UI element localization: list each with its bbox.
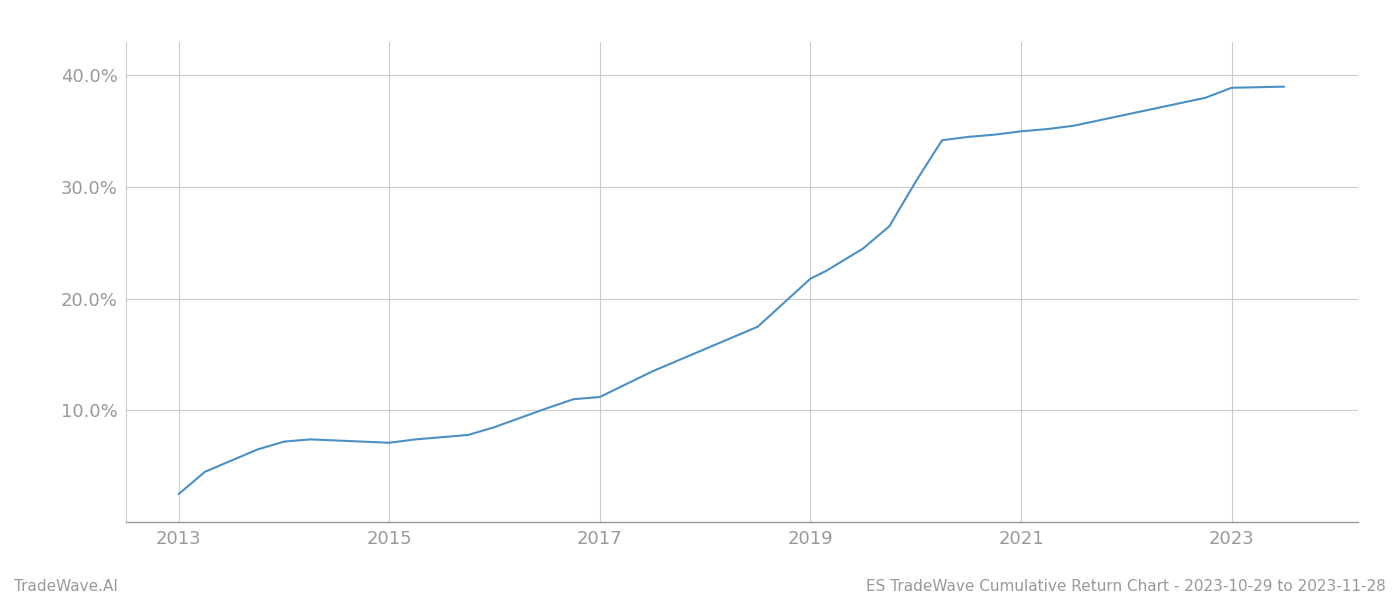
- Text: TradeWave.AI: TradeWave.AI: [14, 579, 118, 594]
- Text: ES TradeWave Cumulative Return Chart - 2023-10-29 to 2023-11-28: ES TradeWave Cumulative Return Chart - 2…: [867, 579, 1386, 594]
